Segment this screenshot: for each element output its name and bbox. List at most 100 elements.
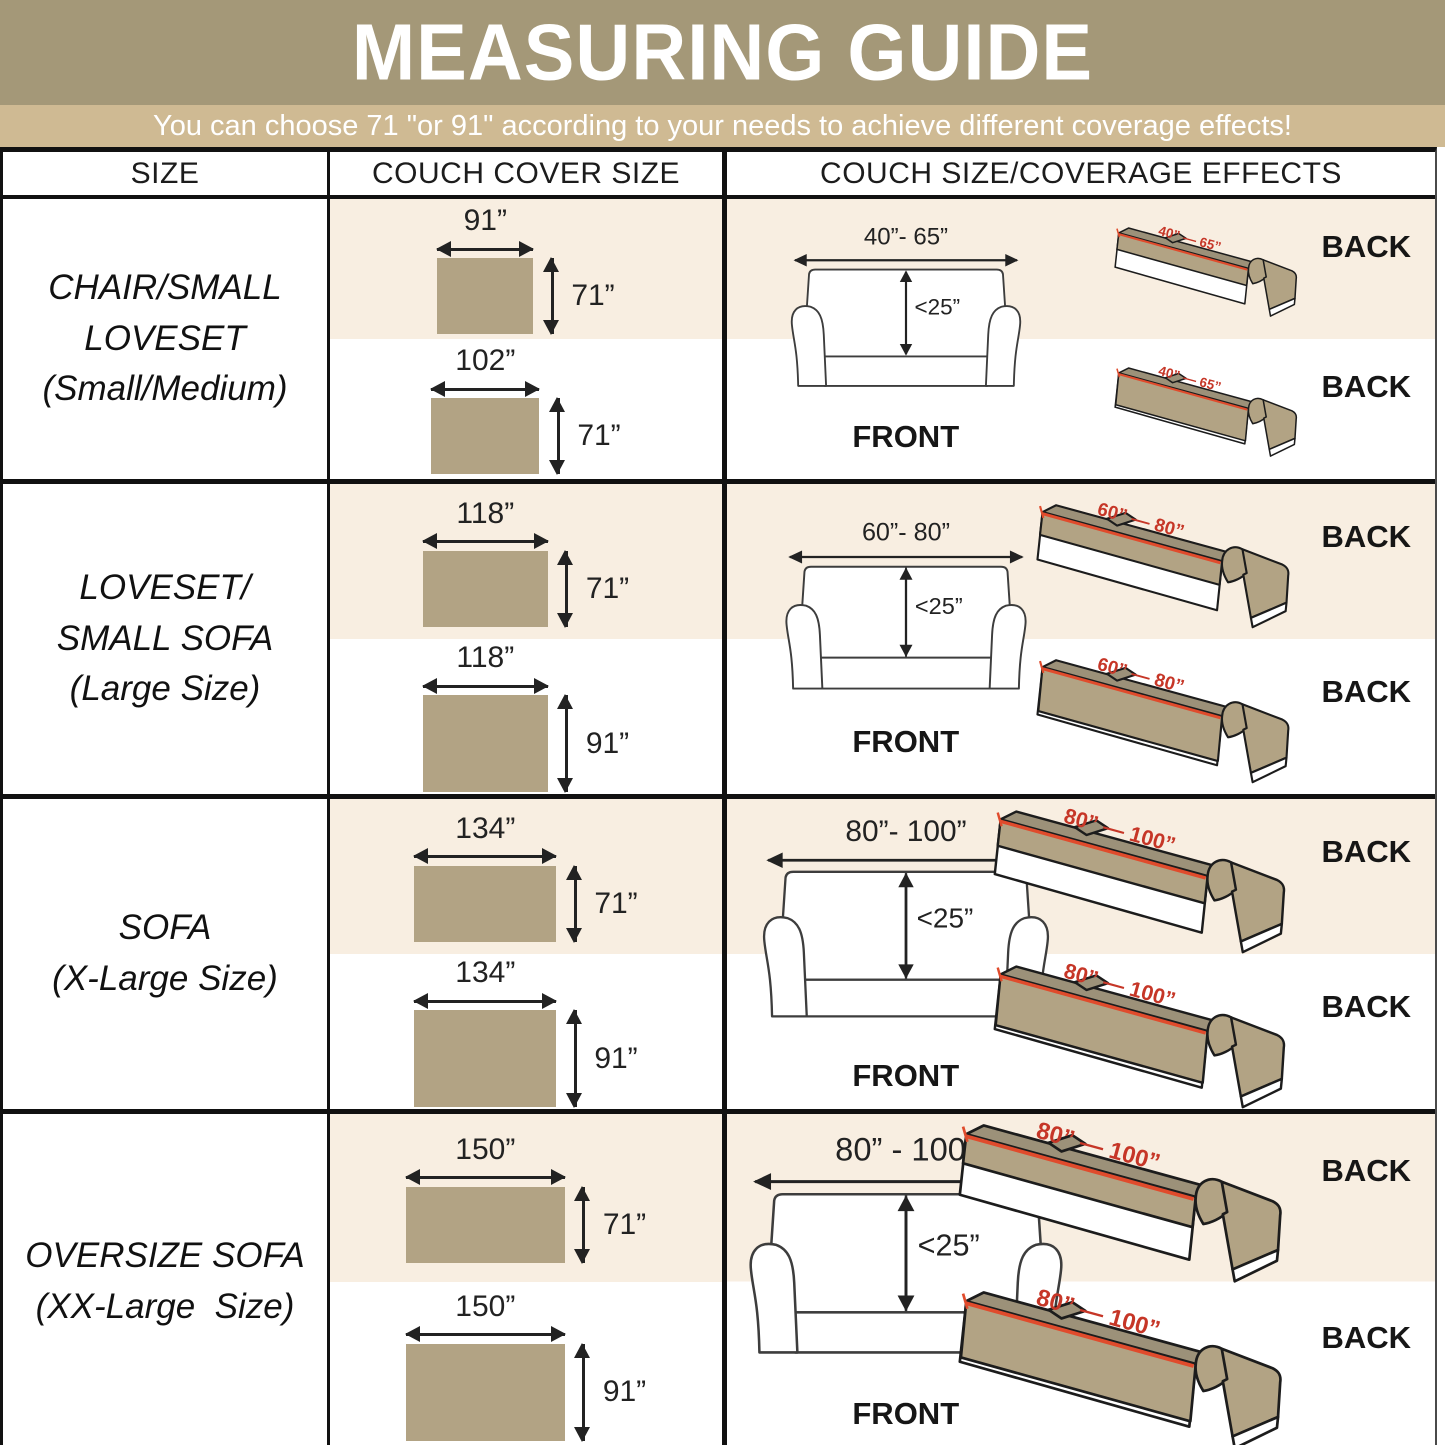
measure-line-red — [1042, 666, 1221, 719]
arrowhead-down-icon — [548, 460, 565, 475]
measure-line-red — [1000, 974, 1207, 1035]
headrest-bump — [1105, 511, 1137, 527]
arrowhead-down-icon — [542, 320, 559, 335]
base-sliver — [1249, 601, 1288, 628]
cover-height-label: 71” — [594, 886, 638, 920]
couch-front-drawing: 60”- 80” <25” — [785, 519, 1027, 690]
arrowhead-left-icon — [421, 533, 437, 549]
headrest-bump — [1073, 818, 1110, 836]
arrowhead-right-icon — [550, 1326, 566, 1343]
subtitle-band: You can choose 71 "or 91" according to y… — [0, 105, 1445, 147]
table-header-row: SIZE COUCH COVER SIZE COUCH SIZE/COVERAG… — [3, 152, 1435, 199]
arrowhead-left-icon — [421, 677, 437, 694]
cover-option-71: 134” 71” — [330, 799, 722, 954]
table-row: CHAIR/SMALL LOVESET (Small/Medium) 91” 7… — [3, 199, 1435, 484]
back-view-91: 60” — 80” BACK — [1036, 639, 1435, 794]
cover-rectangle — [422, 550, 548, 627]
column-header-couch-cover-size: COUCH COVER SIZE — [330, 152, 727, 195]
arrowhead-left-icon — [430, 380, 446, 397]
size-label: SOFA (X-Large Size) — [52, 908, 278, 998]
couch-back-drawing: 80” — 100” — [993, 958, 1286, 1108]
back-caption: BACK — [1321, 1320, 1411, 1356]
back-caption: BACK — [1321, 833, 1411, 869]
couch-back-drawing: 40” — 65” — [1114, 223, 1298, 317]
arrowhead-left-icon — [413, 848, 429, 864]
cover-width-label: 118” — [456, 641, 515, 674]
cover-diagram: 102” 71” — [430, 344, 621, 475]
front-width-label: 80”- 100” — [845, 815, 966, 848]
arrowhead-up-icon — [548, 397, 565, 412]
couch-front-view: 40”- 65” <25” FRONT — [727, 199, 1039, 479]
cover-diagram: 134” 91” — [413, 956, 638, 1108]
cover-height-label: 71” — [577, 419, 621, 452]
headrest-bump — [1073, 973, 1110, 991]
size-label: LOVESET/ SMALL SOFA (Large Size) — [56, 567, 274, 709]
coverage-effects-cell: 80”- 100” <25” FRONT — [727, 799, 1435, 1109]
base-sliver — [1249, 756, 1288, 783]
table-body: CHAIR/SMALL LOVESET (Small/Medium) 91” 7… — [3, 199, 1435, 1445]
cover-height-label: 91” — [594, 1041, 638, 1075]
cover-diagram: 118” 91” — [421, 641, 630, 793]
size-table: SIZE COUCH COVER SIZE COUCH SIZE/COVERAG… — [0, 147, 1437, 1445]
cover-height-label: 91” — [585, 726, 630, 760]
cover-height-label: 71” — [571, 279, 615, 312]
width-arrow — [413, 848, 558, 864]
arrowhead-right-icon — [519, 240, 535, 257]
arrowhead-down-icon — [565, 927, 582, 943]
measure-line-red — [1118, 233, 1248, 271]
coverage-effects-cell: 60”- 80” <25” FRONT — [727, 484, 1435, 794]
arrowhead-up-icon — [542, 257, 559, 272]
table-row: SOFA (X-Large Size) 134” 71” 134” 9 — [3, 799, 1435, 1114]
measure-line-red — [1118, 373, 1248, 411]
front-width-label: 80” - 100” — [835, 1131, 977, 1168]
back-caption: BACK — [1321, 228, 1411, 264]
column-header-coverage-effects: COUCH SIZE/COVERAGE EFFECTS — [727, 152, 1435, 195]
arrowhead-down-icon — [557, 612, 574, 628]
arm-front — [1241, 702, 1290, 774]
arm-front — [1262, 259, 1298, 311]
couch-front-view: 60”- 80” <25” FRONT — [727, 484, 1039, 794]
cover-option-91: 118” 91” — [330, 639, 722, 794]
cover-width-label: 150” — [455, 1289, 516, 1323]
front-depth-label: <25” — [916, 903, 973, 934]
cover-option-71: 91” 71” — [330, 199, 722, 339]
coverage-effects-cell: 40”- 65” <25” FRONT — [727, 199, 1435, 479]
couch-back-drawing: 40” — 65” — [1114, 363, 1298, 457]
table-row: LOVESET/ SMALL SOFA (Large Size) 118” 71… — [3, 484, 1435, 799]
cover-size-cell: 150” 71” 150” 91” — [330, 1114, 727, 1445]
cover-diagram: 150” 71” — [404, 1133, 646, 1264]
width-arrow — [404, 1169, 566, 1186]
back-view-91: 40” — 65” BACK — [1039, 339, 1435, 479]
front-caption: FRONT — [852, 1057, 960, 1093]
arrowhead-right-icon — [533, 677, 549, 694]
cover-rectangle — [414, 865, 557, 942]
couch-back-drawing: 80” — 100” — [958, 1117, 1282, 1283]
couch-back-drawing: 80” — 100” — [958, 1284, 1282, 1445]
size-cell: LOVESET/ SMALL SOFA (Large Size) — [3, 484, 330, 794]
arrowhead-up-icon — [574, 1342, 591, 1358]
measure-line-red — [965, 1134, 1195, 1201]
cover-diagram: 118” 71” — [421, 496, 629, 628]
arrowhead-left-icon — [404, 1169, 420, 1186]
arrowhead-right-icon — [525, 380, 541, 397]
measure-line-red — [965, 1301, 1195, 1369]
cover-width-label: 118” — [456, 496, 515, 530]
cover-option-91: 134” 91” — [330, 954, 722, 1109]
couch-back-views: 40” — 65” BACK — [1039, 199, 1435, 479]
width-arrow — [421, 677, 549, 694]
width-arrow — [413, 992, 558, 1009]
size-cell: CHAIR/SMALL LOVESET (Small/Medium) — [3, 199, 330, 479]
back-view-71: 80” — 100” BACK — [958, 1114, 1435, 1283]
width-arrow — [404, 1326, 566, 1343]
height-arrow — [565, 1009, 582, 1108]
back-caption: BACK — [1321, 673, 1411, 709]
measure-line-red — [1042, 511, 1221, 564]
cover-option-91: 150” 91” — [330, 1282, 722, 1445]
cover-width-label: 91” — [463, 204, 507, 237]
cover-rectangle — [431, 398, 540, 474]
arm-front — [1262, 399, 1298, 451]
base-sliver — [1239, 922, 1284, 953]
back-view-91: 80” — 100” BACK — [993, 954, 1435, 1109]
arrowhead-down-icon — [574, 1426, 591, 1442]
title-band: MEASURING GUIDE — [0, 0, 1445, 105]
